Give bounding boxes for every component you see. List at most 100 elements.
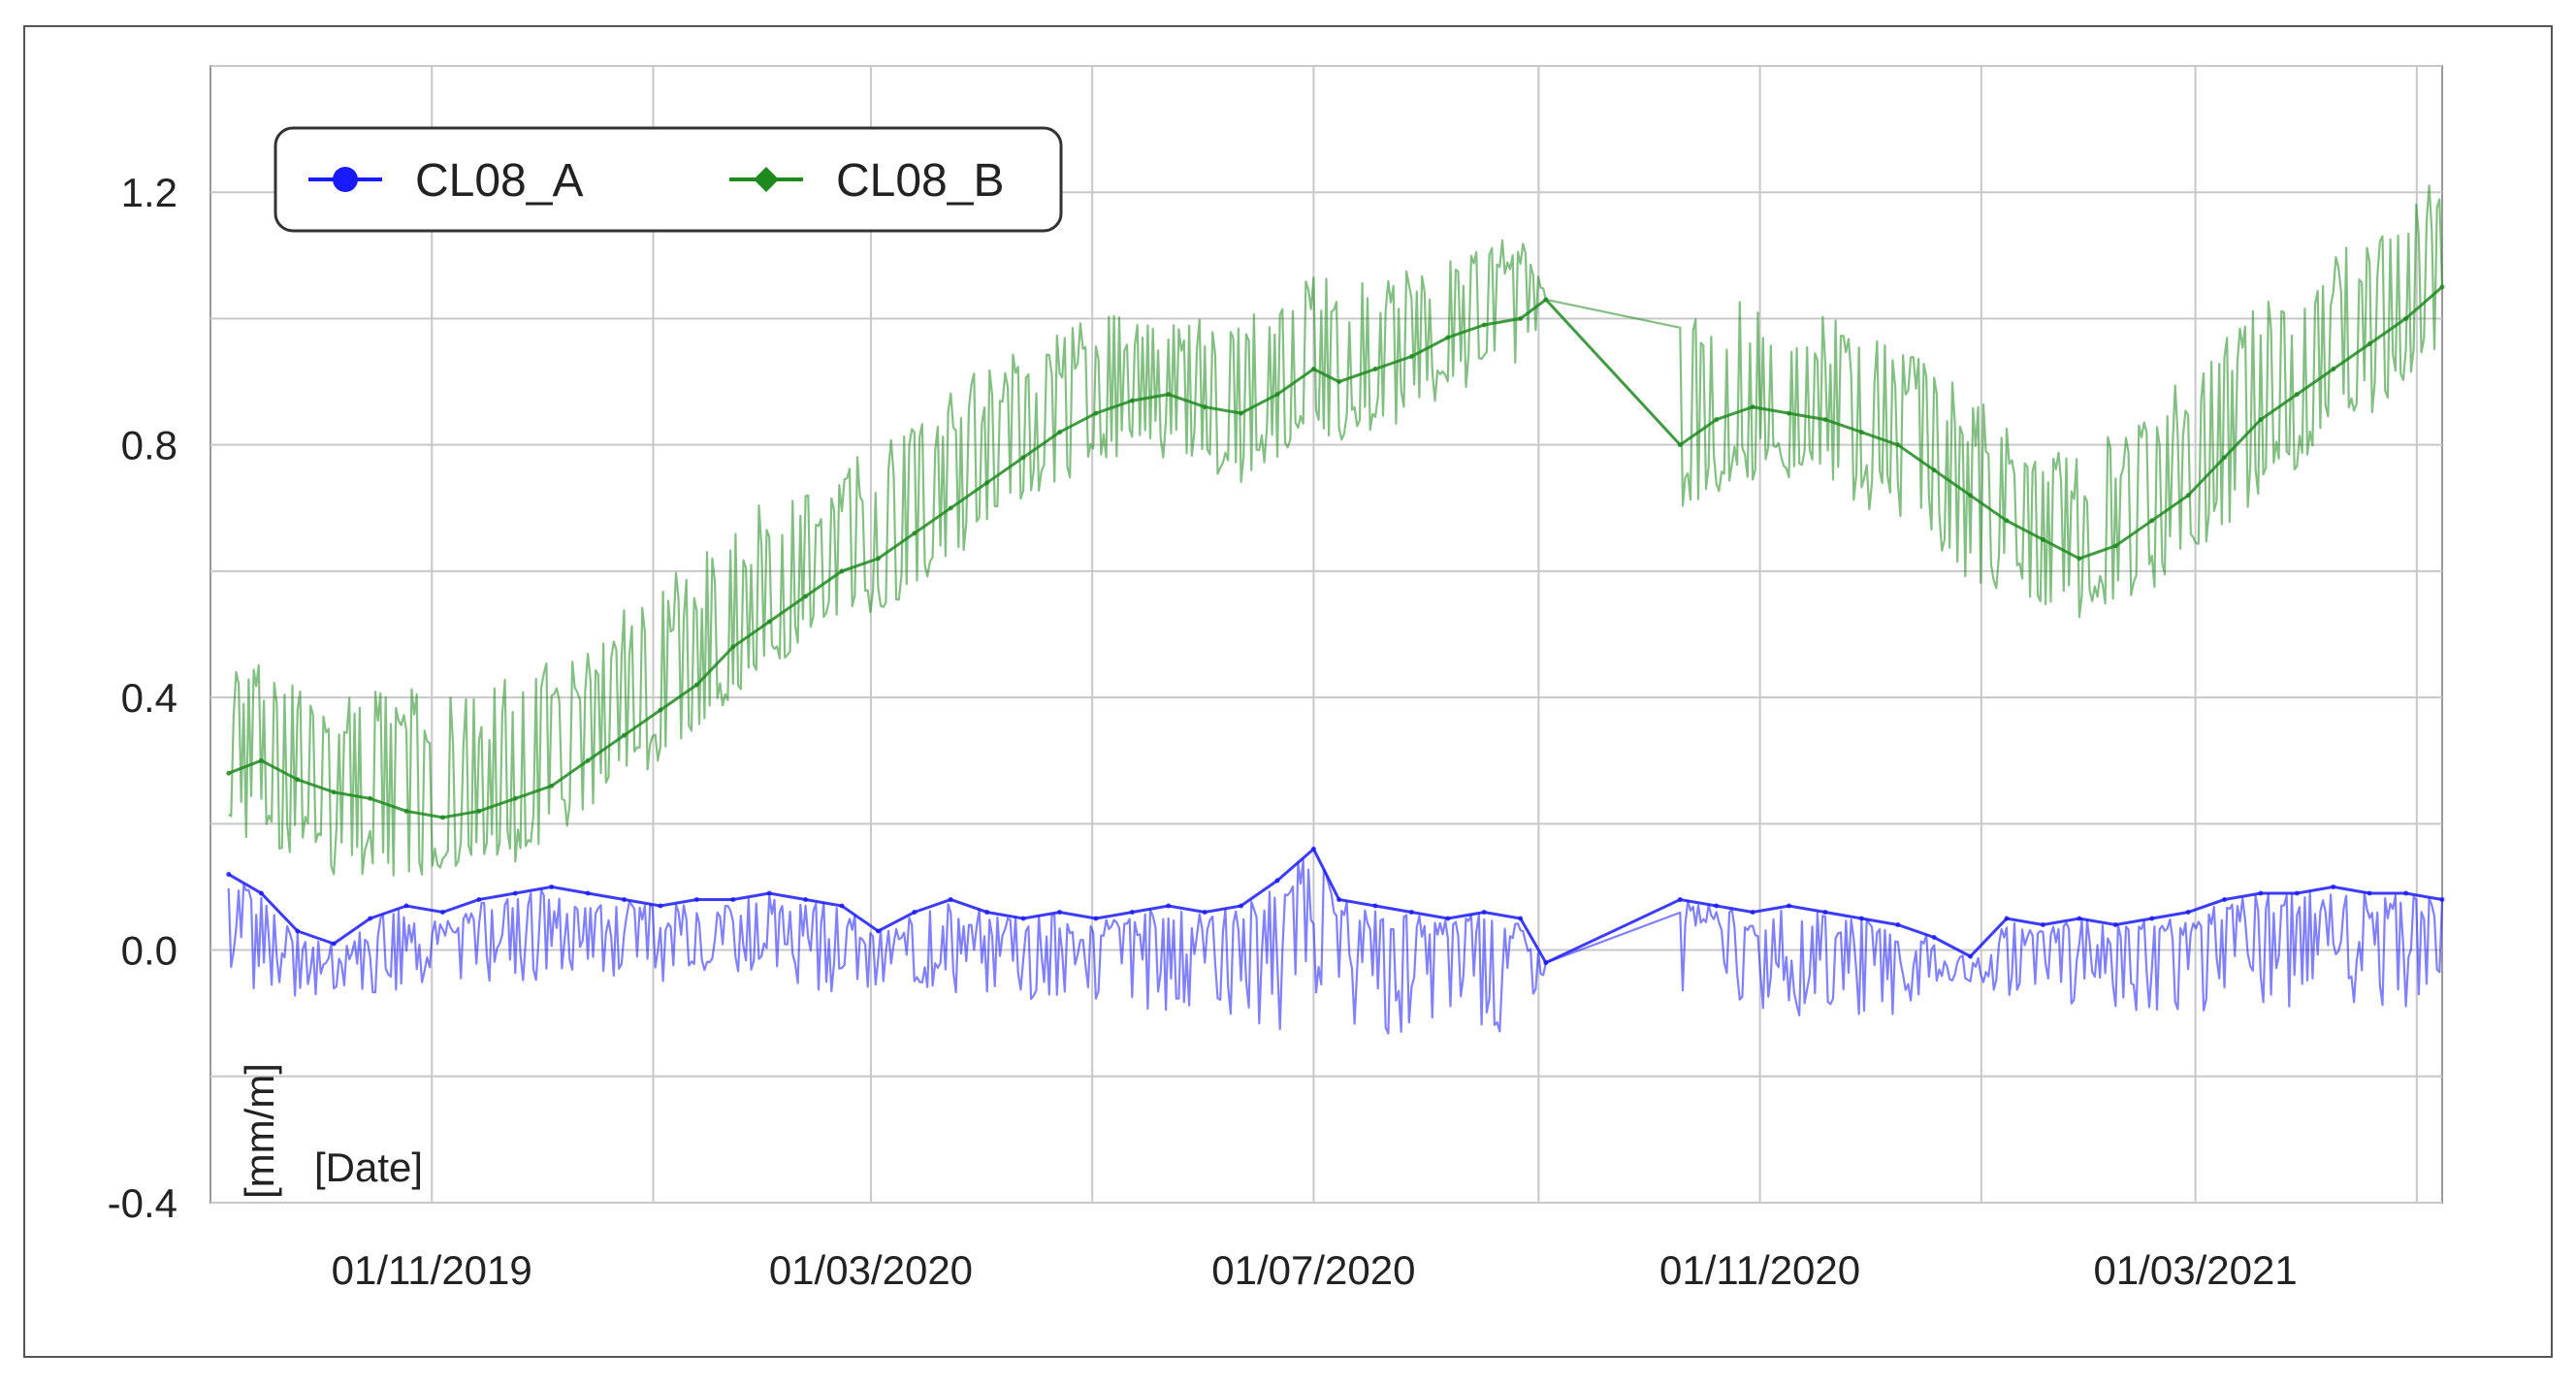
series-layer [226, 184, 2445, 1035]
series-cl08-b-point [912, 531, 918, 536]
series-cl08-b-point [512, 795, 518, 801]
series-cl08-b-point [1968, 493, 1974, 499]
series-cl08-b-point [1481, 322, 1487, 328]
series-cl08-a-point [2004, 916, 2010, 921]
series-cl08-b-point [549, 783, 555, 789]
series-cl08-a-point [331, 941, 337, 947]
series-cl08-a-point [1931, 935, 1937, 941]
series-cl08-a-point [839, 903, 845, 909]
series-cl08-b-trace [228, 184, 2444, 877]
series-cl08-a-point [2294, 890, 2300, 896]
series-cl08-b-point [766, 619, 772, 625]
series-cl08-b-point [476, 808, 482, 814]
series-cl08-b-point [2077, 556, 2082, 562]
series-cl08-a-point [1310, 846, 1316, 852]
series-cl08-b-point [226, 770, 232, 776]
series-cl08-b-point [2439, 284, 2445, 290]
series-cl08-a-point [1787, 903, 1792, 909]
y-tick-label: -0.4 [108, 1180, 177, 1226]
chart-frame: 1.2 0.8 0.4 0.0 -0.4 01/11/2019 01/03/2020 01/… [23, 25, 2553, 1358]
series-cl08-b-point [2112, 543, 2118, 549]
series-cl08-b-point [1408, 354, 1414, 360]
series-cl08-b-point [2403, 315, 2409, 321]
series-cl08-b-point [1822, 417, 1828, 423]
x-tick-label: 01/03/2020 [769, 1247, 973, 1293]
series-cl08-b-point [1445, 335, 1451, 340]
series-cl08-a-point [1518, 916, 1524, 921]
series-cl08-a-point [403, 903, 409, 909]
series-cl08-b-point [1895, 442, 1901, 448]
series-cl08-b-point [1714, 417, 1720, 423]
series-cl08-b-point [875, 556, 881, 562]
series-cl08-b-point [1202, 404, 1208, 410]
series-cl08-a-point [549, 884, 555, 889]
series-cl08-a-point [1057, 909, 1063, 915]
series-cl08-a-point [1750, 909, 1755, 915]
series-cl08-b-point [1518, 315, 1524, 321]
series-cl08-a-point [1020, 916, 1026, 921]
series-cl08-a-point [1408, 909, 1414, 915]
series-cl08-a-point [984, 909, 990, 915]
series-cl08-a-point [1858, 916, 1864, 921]
y-tick-label: 0.8 [121, 423, 177, 468]
series-cl08-b-point [1166, 392, 1172, 398]
y-tick-label: 1.2 [121, 170, 177, 215]
series-cl08-b-point [439, 815, 445, 821]
series-cl08-a-point [512, 890, 518, 896]
x-tick-label: 01/03/2021 [2093, 1247, 2297, 1293]
series-cl08-b-point [803, 594, 809, 599]
series-cl08-b-point [585, 757, 591, 763]
line-chart: 1.20.80.40.0-0.4 01/11/2019 01/03/2020 01/… [108, 65, 2445, 1293]
series-cl08-b-point [1372, 367, 1378, 372]
series-cl08-a-point [1166, 903, 1172, 909]
series-cl08-a-point [1895, 922, 1901, 928]
series-cl08-b-point [1931, 467, 1937, 473]
series-cl08-a-point [2331, 884, 2336, 889]
series-cl08-a-point [2112, 922, 2118, 928]
legend-label-cl08-a: CL08_A [415, 155, 583, 207]
series-cl08-a-point [1677, 896, 1683, 902]
series-cl08-b-point [1274, 392, 1280, 398]
series-cl08-a-point [2258, 890, 2264, 896]
series-cl08-a-point [585, 890, 591, 896]
series-cl08-a-line [227, 847, 2443, 965]
legend: CL08_A CL08_B [274, 126, 1063, 233]
series-cl08-b-point [2331, 367, 2336, 372]
series-cl08-b-point [1787, 410, 1792, 416]
series-cl08-a-point [439, 909, 445, 915]
series-cl08-a-point [622, 896, 628, 902]
series-cl08-a-point [226, 871, 232, 877]
series-cl08-b-point [368, 795, 373, 801]
series-cl08-a-point [1202, 909, 1208, 915]
series-cl08-b-point [984, 480, 990, 486]
series-cl08-b-point [622, 732, 628, 738]
series-cl08-b-point [1020, 455, 1026, 461]
series-cl08-a-point [1543, 960, 1549, 966]
series-cl08-a-point [693, 896, 699, 902]
series-cl08-b-point [2294, 392, 2300, 398]
series-cl08-a-point [2185, 909, 2191, 915]
series-cl08-a-point [2403, 890, 2409, 896]
series-cl08-b-point [295, 777, 301, 783]
x-tick-label: 01/07/2020 [1211, 1247, 1415, 1293]
series-cl08-a-point [658, 903, 663, 909]
legend-marker-cl08-b [754, 167, 779, 192]
series-cl08-a-point [2222, 896, 2228, 902]
series-cl08-b-point [1310, 367, 1316, 372]
x-axis-ticks: 01/11/2019 01/03/2020 01/07/2020 01/11/2020… [332, 1247, 2298, 1293]
series-cl08-b-point [1239, 410, 1244, 416]
series-cl08-a-point [1714, 903, 1720, 909]
series-cl08-b-point [2149, 518, 2155, 524]
y-tick-label: 0.0 [121, 928, 177, 974]
series-cl08-b-point [730, 644, 736, 650]
legend-label-cl08-b: CL08_B [836, 155, 1004, 207]
series-cl08-a-point [875, 928, 881, 934]
series-cl08-b-point [658, 707, 663, 713]
x-tick-label: 01/11/2020 [1659, 1247, 1860, 1293]
series-cl08-a-point [295, 928, 301, 934]
series-cl08-b-point [1057, 430, 1063, 435]
y-axis-ticks: 1.2 0.8 0.4 0.0 -0.4 [108, 170, 177, 1226]
series-cl08-a-point [368, 916, 373, 921]
series-cl08-a-point [912, 909, 918, 915]
series-cl08-b-point [693, 682, 699, 688]
